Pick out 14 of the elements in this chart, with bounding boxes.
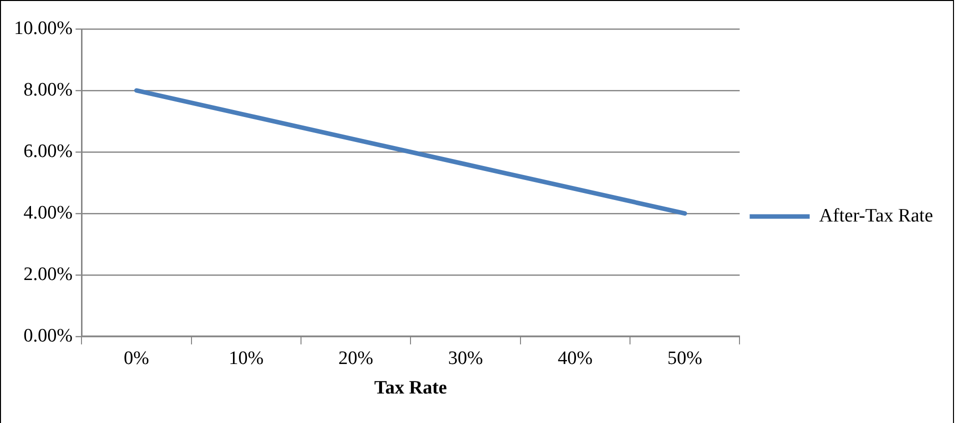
y-tick-label: 6.00% — [24, 140, 73, 162]
y-tick-label: 2.00% — [24, 264, 73, 285]
x-tick-label: 10% — [228, 348, 264, 369]
y-tick-label: 4.00% — [24, 202, 73, 224]
x-tick-label: 0% — [124, 348, 150, 369]
x-axis-title: Tax Rate — [374, 378, 447, 399]
x-tick-label: 20% — [338, 348, 374, 369]
y-tick-label: 8.00% — [24, 79, 73, 100]
x-tick-label: 30% — [448, 348, 484, 369]
y-tick-label: 10.00% — [14, 18, 73, 39]
y-tick-label: 0.00% — [24, 325, 73, 346]
legend-label: After-Tax Rate — [819, 205, 934, 226]
x-tick-label: 40% — [558, 348, 593, 369]
x-tick-label: 50% — [667, 348, 702, 369]
